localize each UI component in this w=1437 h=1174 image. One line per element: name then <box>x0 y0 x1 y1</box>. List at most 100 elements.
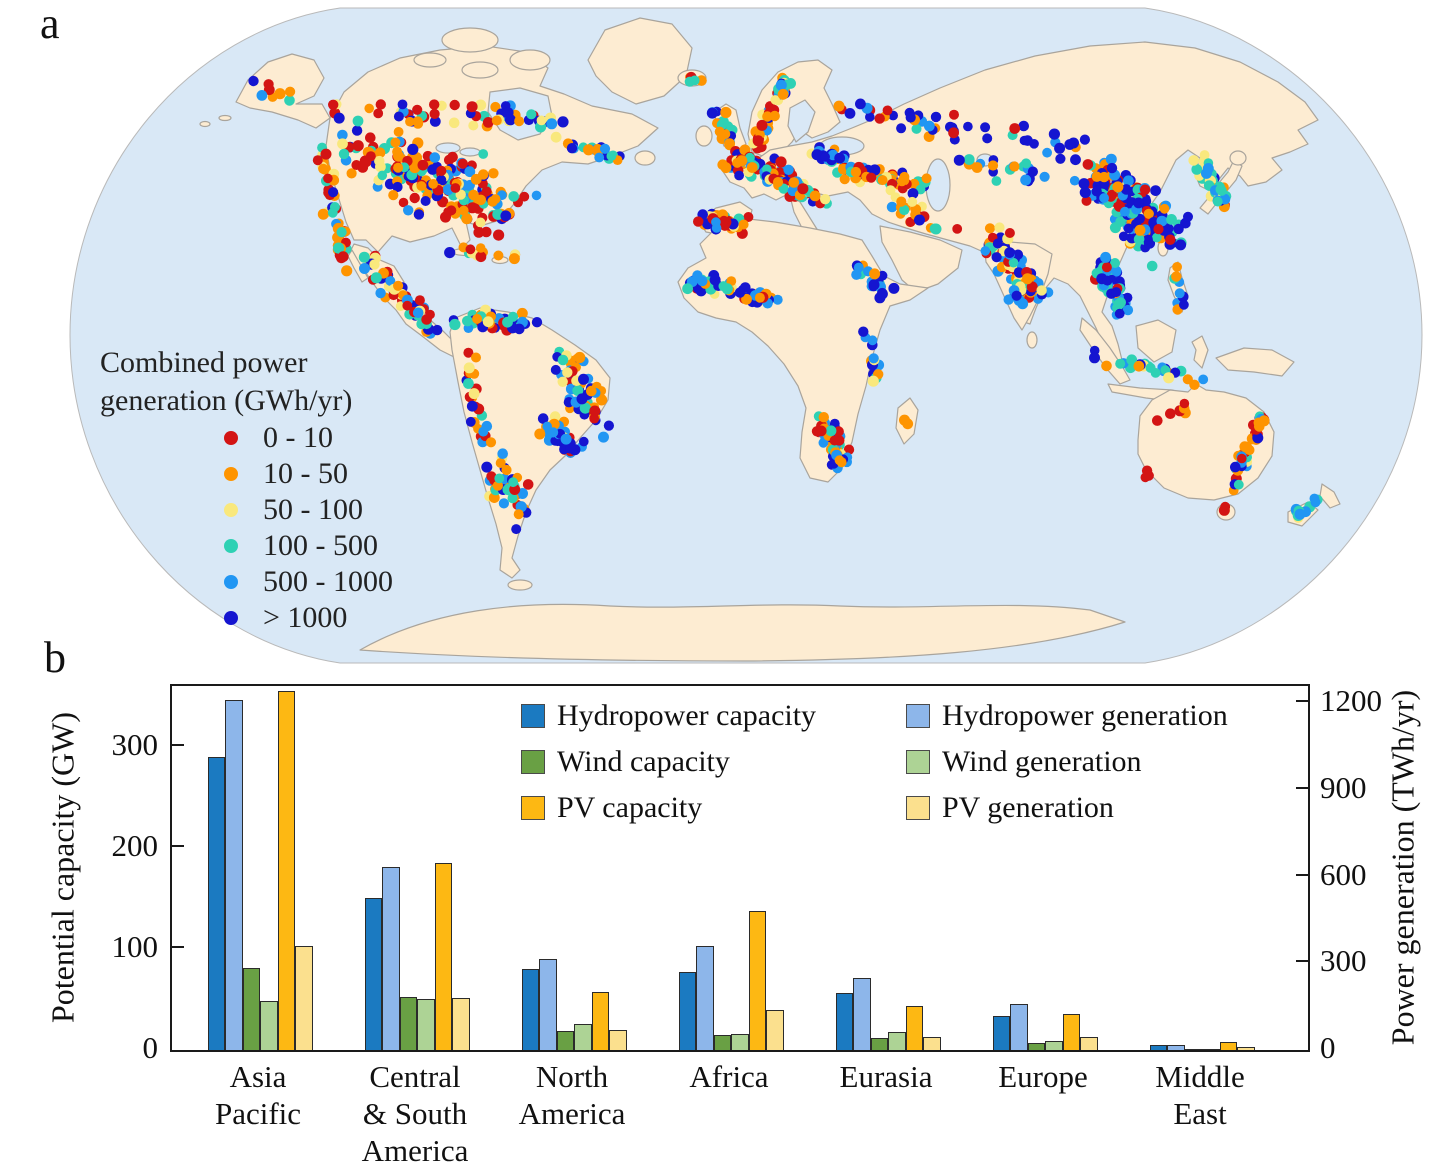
map-dot <box>491 115 502 126</box>
map-dot <box>466 202 478 214</box>
map-dot <box>471 352 481 363</box>
map-dot <box>336 227 347 238</box>
map-dot <box>562 367 573 378</box>
map-dot <box>466 101 478 113</box>
map-dot <box>488 168 499 179</box>
map-dot <box>1120 206 1130 217</box>
map-dot <box>1294 508 1306 520</box>
axis-tick <box>1296 700 1308 703</box>
bar-wind-capacity <box>242 968 260 1050</box>
map-dot <box>317 208 329 220</box>
panel-b-label: b <box>44 633 66 682</box>
map-dot <box>720 106 732 119</box>
map-dot <box>427 164 438 175</box>
map-dot <box>1101 360 1112 372</box>
chart-legend-label: PV capacity <box>557 791 703 824</box>
bar-pv-capacity <box>434 862 452 1050</box>
map-dot <box>1021 158 1032 169</box>
map-dot <box>874 113 885 124</box>
map-dot <box>1036 285 1047 296</box>
map-dot <box>907 188 919 199</box>
land-tierra-del-fuego <box>507 579 533 591</box>
map-dot <box>365 132 376 143</box>
map-dot <box>359 263 370 274</box>
bar-wind-capacity <box>1184 1048 1202 1050</box>
map-dot <box>1099 193 1109 203</box>
map-dot <box>337 129 348 141</box>
map-dot <box>1009 123 1021 134</box>
map-dot <box>867 335 878 346</box>
map-dot <box>436 165 447 176</box>
map-dot <box>405 116 415 127</box>
land-arctic-islands <box>441 27 499 53</box>
map-legend-item-label: 10 - 50 <box>263 457 348 490</box>
map-dot <box>546 118 558 130</box>
map-dot <box>899 204 910 216</box>
map-dot <box>478 149 489 159</box>
map-dot <box>328 187 339 198</box>
map-dot <box>444 247 456 259</box>
legend-swatch-icon <box>521 796 545 820</box>
map-legend-item-label: > 1000 <box>263 601 348 634</box>
map-dot <box>447 151 458 163</box>
map-dot <box>449 318 461 331</box>
map-dot <box>752 135 764 147</box>
map-dot <box>1089 352 1100 364</box>
map-dot <box>463 347 474 358</box>
map-legend-item: > 1000 <box>100 600 430 636</box>
map-dot <box>1183 211 1193 222</box>
map-dot <box>337 251 349 263</box>
map-dot <box>421 314 432 325</box>
world-map <box>69 7 1423 664</box>
map-dot <box>500 210 512 222</box>
map-dot <box>1166 214 1177 225</box>
tick-label: 0 <box>142 1030 159 1065</box>
map-dot <box>697 275 708 287</box>
map-dot <box>834 152 846 164</box>
map-dot <box>1081 195 1092 206</box>
bar-hydropower-generation <box>225 700 243 1050</box>
map-dot <box>734 170 744 181</box>
map-dot <box>508 191 519 202</box>
map-dot <box>463 362 475 374</box>
map-dot <box>1003 294 1014 305</box>
map-dot <box>393 162 404 173</box>
map-dot <box>446 205 457 216</box>
map-dot <box>328 99 339 111</box>
land-arctic-islands <box>413 52 447 68</box>
legend-swatch-icon <box>906 704 930 728</box>
land-arabia <box>879 225 963 293</box>
map-dot <box>414 295 425 306</box>
bar-wind-generation <box>731 1034 749 1050</box>
map-dot <box>1156 215 1168 227</box>
map-dot <box>1142 234 1153 245</box>
bar-hydropower-capacity <box>207 756 225 1050</box>
map-dot <box>1165 234 1176 245</box>
map-dot <box>948 127 959 139</box>
map-dot <box>429 99 440 110</box>
bar-hydropower-generation <box>853 977 871 1050</box>
map-dot <box>475 194 487 206</box>
map-dot <box>377 170 388 181</box>
map-dot <box>770 95 780 105</box>
map-dot <box>693 216 704 227</box>
chart-legend-label: PV generation <box>942 791 1114 824</box>
map-dot <box>885 185 896 196</box>
map-dot <box>971 162 983 173</box>
map-dot <box>929 223 940 234</box>
map-dot <box>493 250 504 261</box>
map-dot <box>390 137 401 148</box>
map-dot <box>1110 258 1120 268</box>
panel-a-label: a <box>40 0 60 48</box>
land-new-guinea <box>1215 347 1295 377</box>
map-dot <box>984 223 996 234</box>
map-dot <box>333 112 345 124</box>
map-dot <box>586 385 597 397</box>
map-dot <box>485 437 497 448</box>
map-dot <box>1106 162 1118 174</box>
map-dot <box>952 224 963 234</box>
map-dot <box>1230 461 1241 473</box>
map-dot <box>385 275 396 286</box>
bar-pv-generation <box>923 1037 941 1050</box>
map-dot <box>557 116 569 128</box>
